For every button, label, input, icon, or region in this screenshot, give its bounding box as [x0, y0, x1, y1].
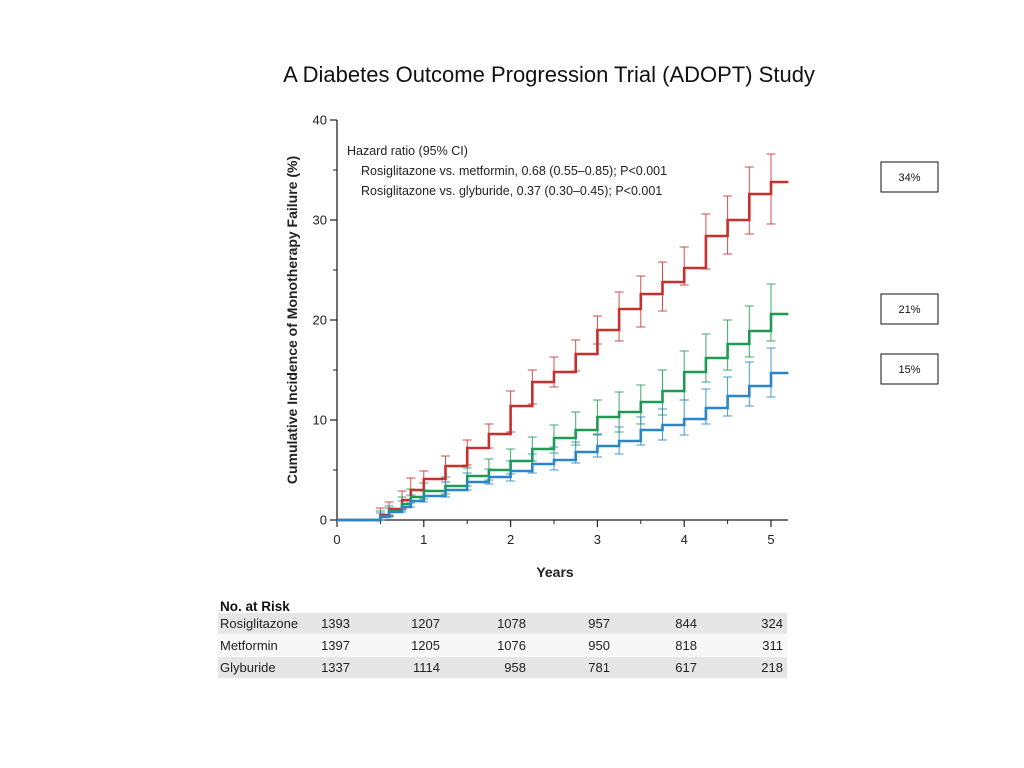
end-label-rosiglitazone: 34%: [880, 161, 939, 193]
risk-row-label: Metformin: [220, 638, 278, 653]
axes: 0 10 20 30 40 0 1 2 3 4 5: [313, 113, 788, 547]
series-step-line: [337, 180, 789, 522]
risk-cell: 818: [675, 638, 697, 653]
risk-cell: 617: [675, 660, 697, 675]
series-ci-group: [375, 283, 776, 521]
end-label-glyburide: 15%: [880, 353, 939, 385]
risk-cell: 1076: [497, 638, 526, 653]
risk-table-heading: No. at Risk: [220, 599, 290, 614]
risk-cell: 950: [588, 638, 610, 653]
risk-cell: 324: [761, 616, 783, 631]
y-tick-label: 0: [320, 513, 327, 528]
risk-cell: 958: [504, 660, 526, 675]
end-label-text: 34%: [898, 172, 920, 184]
risk-cell: 1205: [411, 638, 440, 653]
risk-cell: 311: [762, 638, 783, 653]
annotation-line-glyburide: Rosiglitazone vs. glyburide, 0.37 (0.30–…: [361, 184, 662, 198]
y-tick-label: 10: [313, 413, 327, 428]
x-tick-label: 3: [594, 532, 601, 547]
annotation-line-metformin: Rosiglitazone vs. metformin, 0.68 (0.55–…: [361, 164, 667, 178]
x-tick-label: 2: [507, 532, 514, 547]
annotation-heading: Hazard ratio (95% CI): [347, 144, 468, 158]
risk-cell: 1337: [321, 660, 350, 675]
series-lines: [337, 180, 789, 522]
annotation: Hazard ratio (95% CI) Rosiglitazone vs. …: [347, 144, 667, 198]
x-tick-label: 1: [420, 532, 427, 547]
series-ci-group: [375, 153, 776, 521]
y-tick-label: 30: [313, 213, 327, 228]
risk-cell: 957: [588, 616, 610, 631]
y-tick-label: 20: [313, 313, 327, 328]
end-label-metformin: 21%: [880, 293, 939, 325]
risk-row-label: Rosiglitazone: [220, 616, 298, 631]
x-axis-label: Years: [536, 564, 574, 580]
risk-row-background: [218, 635, 787, 656]
end-label-text: 21%: [898, 304, 920, 316]
series-step-line: [337, 312, 789, 522]
risk-cell: 1114: [413, 660, 440, 675]
x-tick-label: 4: [681, 532, 688, 547]
end-label-text: 15%: [898, 364, 920, 376]
risk-cell: 844: [675, 616, 697, 631]
risk-cell: 218: [761, 660, 783, 675]
risk-cell: 1393: [321, 616, 350, 631]
risk-row-background: [218, 657, 787, 678]
risk-row-label: Glyburide: [220, 660, 276, 675]
x-tick-label: 0: [333, 532, 340, 547]
confidence-intervals: [375, 153, 776, 521]
risk-cell: 781: [588, 660, 610, 675]
risk-table: No. at Risk Rosiglitazone 1393 1207 1078 957…: [218, 599, 787, 678]
risk-cell: 1207: [411, 616, 440, 631]
y-tick-label: 40: [313, 113, 327, 128]
x-tick-label: 5: [767, 532, 774, 547]
chart-title: A Diabetes Outcome Progression Trial (AD…: [283, 62, 815, 87]
risk-row-background: [218, 613, 787, 634]
y-axis-label: Cumulative Incidence of Monotherapy Fail…: [284, 156, 300, 484]
risk-cell: 1397: [321, 638, 350, 653]
risk-cell: 1078: [497, 616, 526, 631]
series-step-line: [337, 371, 789, 522]
